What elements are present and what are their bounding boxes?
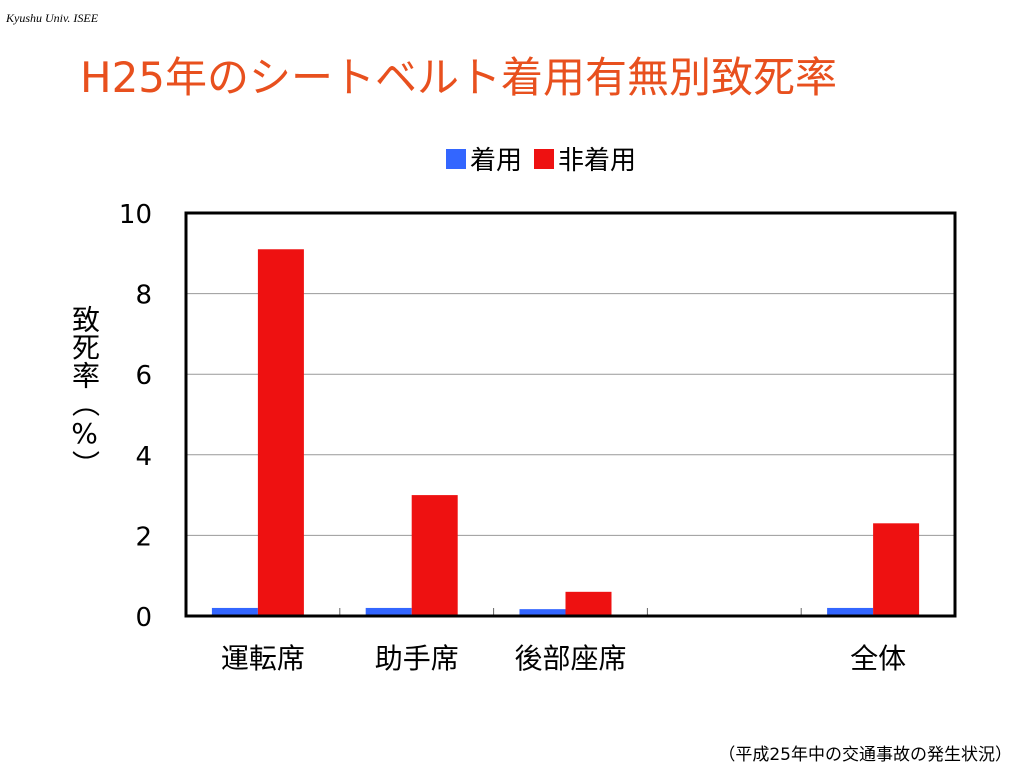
x-category-label: 運転席 bbox=[221, 642, 305, 675]
bar-not-worn bbox=[873, 523, 920, 616]
bar-not-worn bbox=[257, 249, 304, 616]
chart-legend: 着用 非着用 bbox=[446, 140, 642, 177]
y-tick-label: 10 bbox=[119, 200, 152, 230]
legend-label-not-worn: 非着用 bbox=[558, 146, 637, 176]
legend-item-worn: 着用 bbox=[446, 140, 522, 177]
x-category-label: 後部座席 bbox=[514, 642, 626, 675]
header-note: Kyushu Univ. ISEE bbox=[6, 11, 99, 25]
legend-swatch-worn bbox=[446, 148, 466, 169]
legend-label-worn: 着用 bbox=[470, 146, 523, 176]
y-tick-label: 8 bbox=[135, 281, 152, 311]
source-note: （平成25年中の交通事故の発生状況） bbox=[718, 745, 1012, 765]
bar-worn bbox=[519, 609, 566, 616]
page-title: H25年のシートベルト着用有無別致死率 bbox=[80, 53, 838, 102]
y-tick-label: 4 bbox=[135, 442, 152, 472]
plot-area-border bbox=[184, 211, 957, 618]
x-category-label: 全体 bbox=[850, 642, 906, 675]
y-axis-label: 致死率（%） bbox=[68, 305, 101, 478]
bar-worn bbox=[211, 607, 258, 616]
y-tick-label: 2 bbox=[135, 522, 152, 552]
y-tick-label: 6 bbox=[135, 361, 152, 391]
legend-item-not-worn: 非着用 bbox=[534, 140, 636, 177]
bar-not-worn bbox=[565, 591, 612, 616]
bar-worn bbox=[365, 607, 412, 616]
y-tick-label: 0 bbox=[135, 603, 152, 633]
x-category-label: 助手席 bbox=[375, 642, 459, 675]
legend-swatch-not-worn bbox=[534, 148, 555, 169]
bar-not-worn bbox=[411, 495, 458, 616]
bar-worn bbox=[827, 607, 874, 616]
